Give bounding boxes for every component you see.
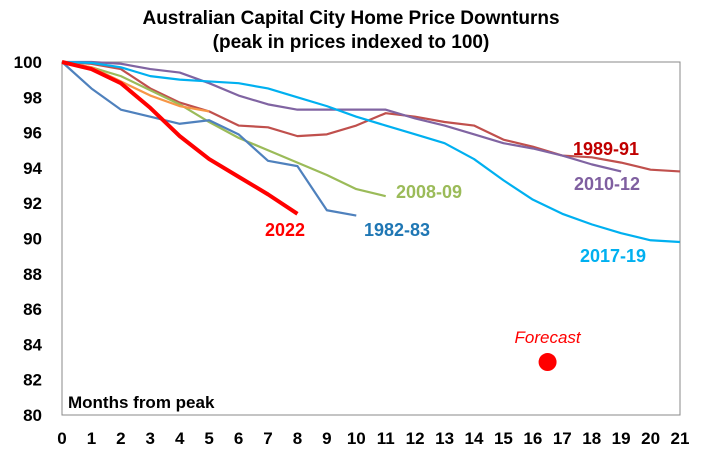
x-tick-label: 21 <box>671 429 690 448</box>
x-tick-label: 7 <box>263 429 272 448</box>
x-tick-label: 17 <box>553 429 572 448</box>
forecast-marker <box>538 353 557 372</box>
x-tick-label: 6 <box>234 429 243 448</box>
x-tick-label: 14 <box>465 429 484 448</box>
series-line-2010-12 <box>62 60 622 173</box>
x-tick-label: 9 <box>322 429 331 448</box>
series-label: 2008-09 <box>396 182 462 202</box>
series-line-2022 <box>61 60 299 216</box>
series-line-1989-91 <box>61 60 681 173</box>
chart-subtitle: (peak in prices indexed to 100) <box>213 32 490 53</box>
x-tick-label: 8 <box>293 429 302 448</box>
forecast-label: Forecast <box>515 328 582 347</box>
x-tick-label: 16 <box>523 429 542 448</box>
y-tick-label: 88 <box>23 265 42 284</box>
y-tick-label: 96 <box>23 124 42 143</box>
x-tick-label: 20 <box>641 429 660 448</box>
series-line-2008-09 <box>61 60 386 198</box>
series-label: 2022 <box>265 220 305 240</box>
x-tick-label: 0 <box>57 429 66 448</box>
x-tick-label: 1 <box>87 429 96 448</box>
x-tick-label: 18 <box>582 429 601 448</box>
y-tick-label: 80 <box>23 406 42 425</box>
y-tick-label: 100 <box>14 53 42 72</box>
series-label: 2017-19 <box>580 246 646 266</box>
series-label: 1989-91 <box>573 139 639 159</box>
x-tick-label: 10 <box>347 429 366 448</box>
x-tick-label: 5 <box>204 429 213 448</box>
x-tick-label: 13 <box>435 429 454 448</box>
y-tick-label: 82 <box>23 371 42 390</box>
x-tick-label: 2 <box>116 429 125 448</box>
series-line-2017-19 <box>61 60 681 244</box>
y-tick-label: 84 <box>23 335 42 354</box>
y-tick-label: 92 <box>23 194 42 213</box>
x-tick-label: 15 <box>494 429 513 448</box>
y-tick-label: 94 <box>23 159 42 178</box>
y-tick-label: 86 <box>23 300 42 319</box>
x-tick-label: 11 <box>377 429 395 448</box>
plot-area <box>61 61 681 416</box>
x-tick-label: 3 <box>146 429 155 448</box>
series-label: 1982-83 <box>364 220 430 240</box>
x-tick-label: 12 <box>406 429 425 448</box>
x-tick-label: 4 <box>175 429 185 448</box>
series-label: 2010-12 <box>574 174 640 194</box>
x-axis-label: Months from peak <box>68 393 215 412</box>
chart-title: Australian Capital City Home Price Downt… <box>142 8 559 29</box>
y-tick-label: 98 <box>23 88 42 107</box>
y-tick-label: 90 <box>23 230 42 249</box>
series-line-1982-83 <box>61 61 357 217</box>
x-tick-label: 19 <box>612 429 631 448</box>
